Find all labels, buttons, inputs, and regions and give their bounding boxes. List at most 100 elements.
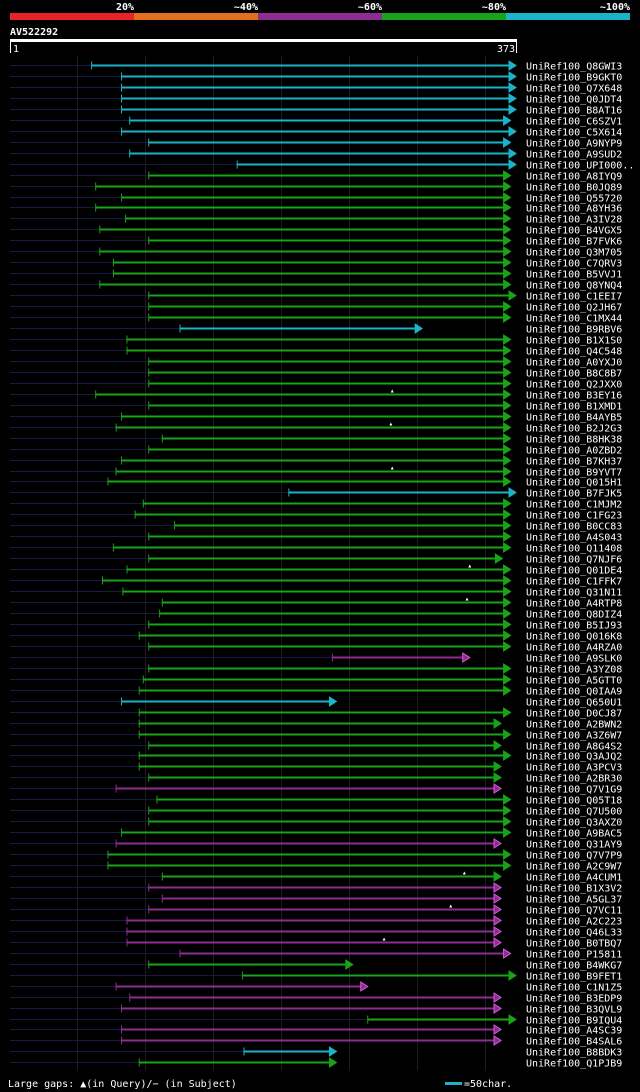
hit-label[interactable]: UniRef100_C6SZV1 [526, 117, 622, 128]
hit-label[interactable]: UniRef100_Q015H1 [526, 478, 622, 489]
hit-label[interactable]: UniRef100_A9SUD2 [526, 150, 622, 161]
hit-label[interactable]: UniRef100_A3IV28 [526, 215, 622, 226]
hit-label[interactable]: UniRef100_C5X614 [526, 128, 622, 139]
hit-label[interactable]: UniRef100_B9RBV6 [526, 325, 622, 336]
hit-row[interactable]: UniRef100_A4RTP8 [10, 597, 622, 610]
hit-row[interactable]: UniRef100_B2J2G3 [10, 422, 622, 435]
hit-label[interactable]: UniRef100_Q7NJF6 [526, 555, 622, 566]
hit-label[interactable]: UniRef100_Q4C548 [526, 347, 622, 358]
hit-label[interactable]: UniRef100_C1FFK7 [526, 577, 622, 588]
hit-row[interactable]: UniRef100_B8AT16 [10, 104, 622, 117]
hit-row[interactable]: UniRef100_C1N1Z5 [10, 981, 622, 994]
hit-label[interactable]: UniRef100_B0CC83 [526, 522, 622, 533]
hit-label[interactable]: UniRef100_Q1PJB9 [526, 1059, 622, 1070]
hit-label[interactable]: UniRef100_B9IQU4 [526, 1016, 622, 1027]
hit-row[interactable]: UniRef100_A9SLK0 [10, 652, 622, 665]
hit-row[interactable]: UniRef100_Q7V1G9 [10, 783, 622, 796]
hit-row[interactable]: UniRef100_A5GTT0 [10, 674, 622, 687]
hit-row[interactable]: UniRef100_Q3AXZ0 [10, 816, 622, 829]
hit-row[interactable]: UniRef100_Q650U1 [10, 696, 622, 709]
hit-row[interactable]: UniRef100_A4SC39 [10, 1024, 622, 1037]
hit-label[interactable]: UniRef100_Q01DE4 [526, 566, 622, 577]
hit-label[interactable]: UniRef100_C1MJM2 [526, 500, 622, 511]
hit-row[interactable]: UniRef100_A9NYP9 [10, 137, 622, 150]
hit-label[interactable]: UniRef100_B7FVK6 [526, 237, 622, 248]
hit-row[interactable]: UniRef100_A8IYQ9 [10, 170, 622, 183]
hit-label[interactable]: UniRef100_B9YVT7 [526, 468, 622, 479]
hit-row[interactable]: UniRef100_Q7NJF6 [10, 553, 622, 566]
hit-label[interactable]: UniRef100_Q2JH67 [526, 303, 622, 314]
hit-row[interactable]: UniRef100_B4VGX5 [10, 224, 622, 237]
hit-row[interactable]: UniRef100_B4AYB5 [10, 411, 622, 424]
hit-row[interactable]: UniRef100_A4RZA0 [10, 641, 622, 654]
hit-label[interactable]: UniRef100_D0CJ87 [526, 709, 622, 720]
hit-row[interactable]: UniRef100_Q01DE4 [10, 564, 622, 577]
hit-label[interactable]: UniRef100_A2BWN2 [526, 720, 622, 731]
hit-row[interactable]: UniRef100_B0CC83 [10, 520, 622, 533]
hit-row[interactable]: UniRef100_B9RBV6 [10, 323, 622, 336]
hit-row[interactable]: UniRef100_C5X614 [10, 126, 622, 139]
hit-label[interactable]: UniRef100_P15811 [526, 950, 622, 961]
hit-label[interactable]: UniRef100_A4RZA0 [526, 643, 622, 654]
hit-row[interactable]: UniRef100_B8HK38 [10, 433, 622, 446]
hit-row[interactable]: UniRef100_P15811 [10, 948, 622, 961]
hit-row[interactable]: UniRef100_C1MX44 [10, 312, 622, 325]
hit-row[interactable]: UniRef100_UPI000.. [10, 159, 634, 172]
hit-row[interactable]: UniRef100_A3YZ08 [10, 663, 622, 676]
hit-row[interactable]: UniRef100_Q2JXX0 [10, 378, 622, 391]
hit-label[interactable]: UniRef100_C1N1Z5 [526, 983, 622, 994]
hit-row[interactable]: UniRef100_B5IJ93 [10, 619, 622, 632]
hit-label[interactable]: UniRef100_B8BDK3 [526, 1048, 622, 1059]
hit-label[interactable]: UniRef100_A3YZ08 [526, 665, 622, 676]
hit-label[interactable]: UniRef100_Q2JXX0 [526, 380, 622, 391]
hit-label[interactable]: UniRef100_A5GL37 [526, 895, 622, 906]
hit-label[interactable]: UniRef100_B0TBQ7 [526, 939, 622, 950]
hit-label[interactable]: UniRef100_A2C223 [526, 917, 622, 928]
hit-label[interactable]: UniRef100_B3EDP9 [526, 994, 622, 1005]
hit-row[interactable]: UniRef100_B4WKG7 [10, 959, 622, 972]
hit-label[interactable]: UniRef100_Q7X648 [526, 84, 622, 95]
hit-row[interactable]: UniRef100_C1MJM2 [10, 498, 622, 511]
hit-row[interactable]: UniRef100_B8C8B7 [10, 367, 622, 380]
hit-row[interactable]: UniRef100_A2BWN2 [10, 718, 622, 731]
hit-label[interactable]: UniRef100_A3PCV3 [526, 763, 622, 774]
hit-label[interactable]: UniRef100_B8HK38 [526, 435, 622, 446]
hit-row[interactable]: UniRef100_B8BDK3 [10, 1046, 622, 1059]
hit-row[interactable]: UniRef100_C1EEI7 [10, 290, 622, 303]
hit-label[interactable]: UniRef100_B7FJK5 [526, 489, 622, 500]
hit-row[interactable]: UniRef100_C1FG23 [10, 509, 622, 522]
hit-label[interactable]: UniRef100_Q7U500 [526, 807, 622, 818]
hit-row[interactable]: UniRef100_B9GKT0 [10, 71, 622, 84]
hit-label[interactable]: UniRef100_Q11408 [526, 544, 622, 555]
hit-label[interactable]: UniRef100_B1XMD1 [526, 402, 622, 413]
hit-row[interactable]: UniRef100_A0ZBD2 [10, 444, 622, 457]
hit-label[interactable]: UniRef100_A2BR30 [526, 774, 622, 785]
hit-label[interactable]: UniRef100_Q7VC11 [526, 906, 622, 917]
hit-label[interactable]: UniRef100_B4WKG7 [526, 961, 622, 972]
hit-label[interactable]: UniRef100_A8IYQ9 [526, 172, 622, 183]
hit-row[interactable]: UniRef100_Q31AY9 [10, 838, 622, 851]
hit-row[interactable]: UniRef100_B5VVJ1 [10, 268, 622, 281]
hit-row[interactable]: UniRef100_A5GL37 [10, 893, 622, 906]
hit-label[interactable]: UniRef100_B4SAL6 [526, 1037, 622, 1048]
hit-row[interactable]: UniRef100_A8YH36 [10, 202, 622, 215]
hit-row[interactable]: UniRef100_B7KH37 [10, 455, 622, 468]
hit-label[interactable]: UniRef100_Q05T18 [526, 796, 622, 807]
hit-row[interactable]: UniRef100_Q55720 [10, 192, 622, 205]
hit-label[interactable]: UniRef100_A0ZBD2 [526, 446, 622, 457]
hit-label[interactable]: UniRef100_A4S043 [526, 533, 622, 544]
hit-label[interactable]: UniRef100_B5VVJ1 [526, 270, 622, 281]
hit-label[interactable]: UniRef100_Q7V7P9 [526, 851, 622, 862]
hit-label[interactable]: UniRef100_B7KH37 [526, 457, 622, 468]
hit-label[interactable]: UniRef100_C1EEI7 [526, 292, 622, 303]
hit-row[interactable]: UniRef100_A0YXJ0 [10, 356, 622, 369]
hit-row[interactable]: UniRef100_Q3M705 [10, 246, 622, 259]
hit-row[interactable]: UniRef100_B1XMD1 [10, 400, 622, 413]
hit-row[interactable]: UniRef100_C7QRV3 [10, 257, 622, 270]
hit-row[interactable]: UniRef100_B9IQU4 [10, 1014, 622, 1027]
hit-row[interactable]: UniRef100_D0CJ87 [10, 707, 622, 720]
hit-label[interactable]: UniRef100_Q46L33 [526, 928, 622, 939]
hit-label[interactable]: UniRef100_A5GTT0 [526, 676, 622, 687]
hit-row[interactable]: UniRef100_B1X1S0 [10, 334, 622, 347]
hit-label[interactable]: UniRef100_B1X1S0 [526, 336, 622, 347]
